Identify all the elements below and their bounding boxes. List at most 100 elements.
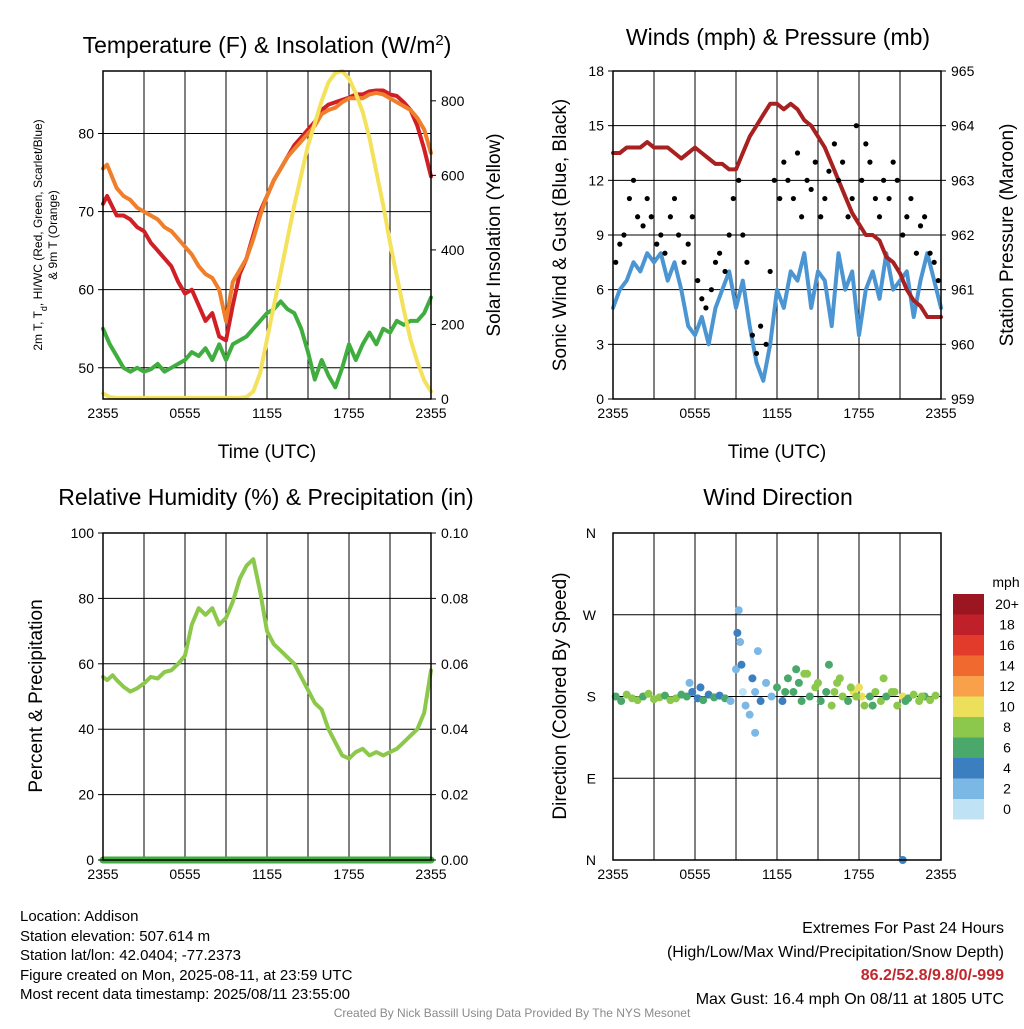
y-tick-label: 6: [596, 282, 604, 298]
data-point: [909, 690, 918, 699]
colorbar-label: 0: [1003, 801, 1011, 817]
colorbar-swatch: [953, 778, 984, 799]
colorbar-label: 10: [999, 699, 1015, 715]
data-point: [644, 195, 650, 202]
y2-tick-label: 0.08: [441, 590, 468, 606]
direction-title: Wind Direction: [703, 484, 853, 510]
data-point: [830, 687, 839, 696]
data-point: [699, 296, 705, 302]
y-tick-label: 50: [78, 360, 94, 376]
data-point: [876, 214, 883, 220]
data-point: [931, 259, 937, 265]
data-point: [831, 141, 838, 147]
x-tick-label: 1155: [762, 866, 792, 882]
x-tick-label: 1155: [762, 405, 792, 421]
data-point: [712, 259, 719, 265]
temperature-ylabel-line-1: 2m T, Td, HI/WC (Red, Green, Scarlet/Blu…: [31, 119, 49, 350]
extremes-subtitle: (High/Low/Max Wind/Precipitation/Snow De…: [666, 943, 1004, 961]
data-point: [814, 678, 822, 687]
data-point: [640, 223, 646, 229]
temperature-xlabel: Time (UTC): [218, 442, 317, 463]
data-point: [748, 674, 757, 683]
data-point: [808, 186, 814, 193]
series-line: [101, 295, 433, 390]
y-tick-label: N: [586, 525, 596, 541]
data-point: [872, 195, 879, 202]
x-tick-label: 2355: [415, 866, 446, 882]
data-point: [794, 150, 801, 156]
data-point: [708, 287, 715, 293]
data-point: [781, 159, 787, 165]
colorbar-label: 8: [1003, 719, 1011, 735]
data-point: [857, 692, 866, 701]
data-point: [737, 660, 746, 669]
winds-grid: [613, 71, 941, 399]
winds-ticks: 2355 0555 1155 1755 235503691215189599609619…: [588, 63, 974, 421]
station-info: Location: Addison Station elevation: 507…: [20, 907, 352, 1005]
colorbar-label: 16: [999, 637, 1015, 653]
data-point: [778, 697, 787, 706]
data-point: [797, 697, 806, 706]
data-point: [682, 692, 691, 701]
data-point: [726, 232, 732, 238]
data-point: [799, 214, 805, 220]
humidity-ylabel: Percent & Precipitation: [26, 599, 47, 792]
temperature-ticks: 2355 0555 1155 1755 235550607080020040060080…: [78, 93, 464, 421]
data-point: [777, 195, 783, 202]
y-tick-label: 70: [78, 204, 94, 220]
data-point: [913, 250, 920, 256]
data-point: [722, 268, 728, 275]
x-tick-label: 0555: [679, 866, 710, 882]
data-point: [662, 250, 668, 256]
data-point: [853, 123, 859, 129]
extremes-title: Extremes For Past 24 Hours: [802, 920, 1004, 937]
y-tick-label: 40: [78, 721, 94, 737]
x-tick-label: 2355: [925, 405, 956, 421]
data-point: [658, 232, 664, 238]
data-point: [626, 195, 633, 202]
colorbar-label: 18: [999, 617, 1015, 633]
colorbar-unit: mph: [992, 574, 1019, 590]
data-point: [926, 696, 935, 705]
data-point: [882, 692, 891, 701]
y-tick-label: E: [587, 770, 596, 786]
data-point: [635, 214, 641, 220]
humidity-frame: [102, 532, 432, 861]
figure-created: Figure created on Mon, 2025-08-11, at 23…: [20, 966, 353, 984]
data-point: [738, 687, 747, 696]
series-line: [101, 90, 433, 323]
data-point: [844, 697, 853, 706]
direction-series: [611, 606, 940, 864]
data-point: [822, 195, 828, 202]
data-point: [630, 177, 637, 183]
temperature-frame: [102, 70, 432, 400]
data-point: [753, 350, 760, 357]
data-point: [685, 241, 691, 247]
temperature-ylabel2: Solar Insolation (Yellow): [484, 133, 505, 336]
data-point: [876, 697, 885, 706]
colorbar-swatch: [953, 696, 984, 717]
data-point: [935, 277, 941, 284]
y2-tick-label: 0: [441, 391, 449, 407]
data-point: [699, 696, 708, 705]
y-tick-label: 12: [588, 172, 604, 188]
x-tick-label: 1755: [843, 405, 874, 421]
x-tick-label: 1755: [333, 405, 364, 421]
data-point: [824, 660, 833, 669]
humidity-panel: Relative Humidity (%) & Precipitation (i…: [26, 484, 474, 882]
x-tick-label: 1155: [252, 866, 282, 882]
station-latlon: Station lat/lon: 42.0404; -77.2373: [20, 947, 242, 965]
data-point: [771, 177, 777, 183]
data-point: [621, 232, 627, 238]
y-tick-label: S: [587, 689, 596, 705]
data-point: [689, 214, 695, 220]
colorbar-swatch: [953, 737, 984, 758]
data-point: [758, 323, 764, 329]
colorbar-label: 6: [1003, 740, 1011, 756]
colorbar-label: 12: [999, 678, 1015, 694]
x-tick-label: 2355: [87, 866, 118, 882]
y-tick-label: 15: [588, 118, 604, 134]
data-point: [751, 728, 760, 737]
winds-panel: Winds (mph) & Pressure (mb) 2355 0555 1155…: [550, 24, 1018, 463]
